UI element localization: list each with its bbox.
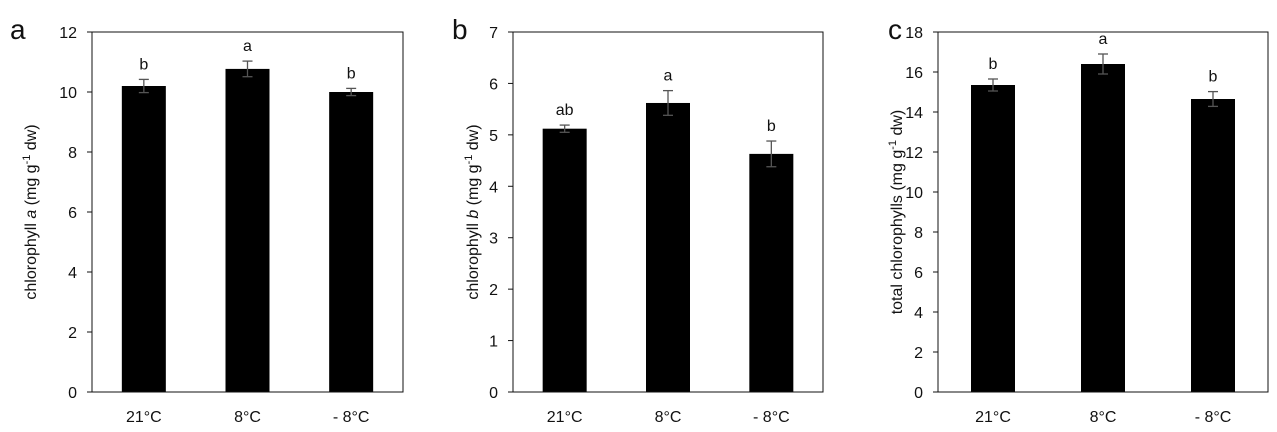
- error-bar: [138, 78, 149, 94]
- x-tick-label: - 8°C: [753, 409, 790, 426]
- y-tick-label: 6: [914, 265, 923, 282]
- x-tick-label: 8°C: [655, 409, 682, 426]
- bar: [329, 92, 374, 392]
- y-tick-label: 8: [914, 225, 923, 242]
- panel-letter: b: [452, 14, 468, 45]
- significance-letter: a: [243, 38, 252, 55]
- bar: [1081, 64, 1125, 392]
- significance-letter: b: [347, 65, 356, 82]
- bar: [225, 68, 270, 393]
- bar: [646, 102, 690, 392]
- significance-letter: a: [1099, 31, 1108, 48]
- significance-letter: b: [767, 118, 776, 135]
- panel-b: b 0 1 2 3 4 5 6 7 ab 21°C a 8°C b - 8°C chlorophyll b (…: [452, 14, 824, 426]
- y-tick-label: 10: [59, 85, 77, 102]
- y-tick-label: 0: [68, 385, 77, 402]
- y-tick-label: 4: [914, 305, 923, 322]
- error-bar: [988, 78, 998, 92]
- panel-letter: c: [888, 14, 902, 45]
- significance-letter: a: [664, 68, 673, 85]
- error-bar: [1208, 90, 1218, 108]
- y-axis-title: chlorophyll b (mg g-1 dw): [463, 124, 482, 299]
- y-tick-label: 0: [914, 385, 923, 402]
- y-tick-label: 1: [489, 334, 498, 351]
- bar: [749, 153, 794, 392]
- x-tick-label: - 8°C: [333, 409, 370, 426]
- y-tick-label: 6: [489, 76, 498, 93]
- y-axis-title: total chlorophylls (mg g-1 dw): [887, 110, 906, 315]
- error-bar: [242, 60, 253, 78]
- error-bar: [559, 124, 570, 133]
- bar: [542, 128, 587, 392]
- plot-frame: [91, 31, 404, 393]
- y-tick-label: 4: [68, 265, 77, 282]
- plot-frame: [512, 31, 824, 393]
- panel-a: a 0 2 4 6 8 10 12 b 21°C a 8°C b - 8°C chlorophyll a (…: [10, 14, 404, 426]
- error-bar: [766, 140, 777, 168]
- x-tick-label: 21°C: [975, 409, 1011, 426]
- plot-frame: [937, 31, 1269, 393]
- y-tick-label: 5: [489, 128, 498, 145]
- x-tick-label: 8°C: [1090, 409, 1117, 426]
- bar: [1191, 99, 1235, 392]
- bar: [121, 86, 166, 392]
- y-tick-label: 2: [914, 345, 923, 362]
- significance-letter: b: [989, 56, 998, 73]
- y-tick-label: 12: [59, 25, 77, 42]
- x-tick-label: 21°C: [126, 409, 162, 426]
- y-tick-label: 2: [68, 325, 77, 342]
- error-bar: [346, 87, 357, 97]
- y-tick-label: 16: [905, 65, 923, 82]
- bar: [971, 85, 1015, 392]
- y-tick-label: 8: [68, 145, 77, 162]
- y-tick-label: 10: [905, 185, 923, 202]
- x-tick-label: - 8°C: [1195, 409, 1232, 426]
- y-tick-label: 4: [489, 179, 498, 196]
- y-tick-label: 6: [68, 205, 77, 222]
- significance-letter: ab: [556, 102, 574, 119]
- y-axis-title: chlorophyll a (mg g-1 dw): [21, 124, 40, 299]
- y-tick-label: 14: [905, 105, 923, 122]
- y-tick-label: 0: [489, 385, 498, 402]
- y-tick-label: 18: [905, 25, 923, 42]
- x-tick-label: 8°C: [234, 409, 261, 426]
- y-tick-label: 7: [489, 25, 498, 42]
- significance-letter: b: [139, 56, 148, 73]
- y-tick-label: 2: [489, 282, 498, 299]
- panel-letter: a: [10, 14, 26, 45]
- error-bar: [663, 89, 673, 116]
- y-tick-label: 3: [489, 231, 498, 248]
- error-bar: [1098, 53, 1108, 75]
- panel-c: c 0 2 4 6 8 10 12 14 16 18 b 21°C a 8°C b - 8°C total chl…: [887, 14, 1269, 426]
- x-tick-label: 21°C: [547, 409, 583, 426]
- significance-letter: b: [1209, 69, 1218, 86]
- y-tick-label: 12: [905, 145, 923, 162]
